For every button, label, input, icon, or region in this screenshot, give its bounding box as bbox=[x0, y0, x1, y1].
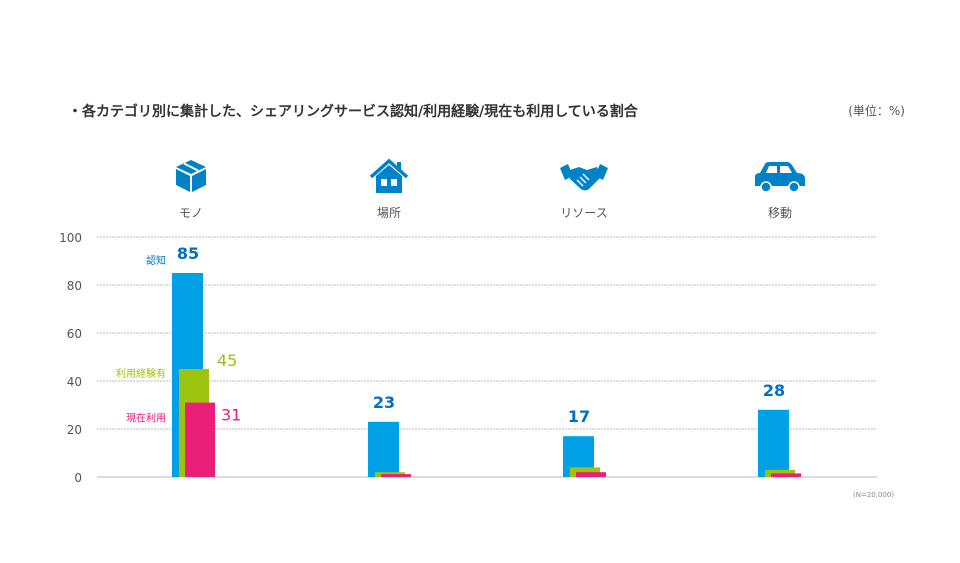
category-label: 移動 bbox=[767, 206, 792, 220]
handshake-icon bbox=[560, 164, 608, 191]
awareness-value-label: 28 bbox=[763, 381, 785, 400]
current-use-bar bbox=[771, 473, 801, 477]
box-icon bbox=[176, 160, 206, 192]
legend-experience: 利用経験有 bbox=[116, 367, 166, 380]
current-use-bar bbox=[185, 402, 215, 477]
category-mobility: 移動 bbox=[720, 158, 840, 221]
current-use-bar bbox=[576, 472, 606, 477]
y-tick-label: 40 bbox=[67, 375, 82, 389]
legend-awareness: 認知 bbox=[146, 254, 166, 267]
house-icon bbox=[369, 158, 409, 193]
y-tick-label: 0 bbox=[74, 471, 82, 485]
awareness-bar bbox=[368, 421, 399, 477]
current-use-bar bbox=[381, 474, 411, 477]
y-tick-label: 100 bbox=[59, 231, 82, 245]
awareness-value-label: 17 bbox=[568, 407, 590, 426]
awareness-value-label: 23 bbox=[373, 393, 395, 412]
sample-size-note: (N=20,000) bbox=[853, 491, 895, 499]
y-tick-label: 60 bbox=[67, 327, 82, 341]
awareness-value-label: 85 bbox=[177, 244, 199, 263]
category-resource: リソース bbox=[524, 158, 644, 221]
chart-title: ・各カテゴリ別に集計した、シェアリングサービス認知/利用経験/現在も利用している… bbox=[68, 104, 638, 120]
experience-value-label: 45 bbox=[217, 351, 237, 370]
category-label: リソース bbox=[560, 206, 608, 220]
category-label: モノ bbox=[178, 206, 203, 220]
legend-current-use: 現在利用 bbox=[126, 413, 166, 425]
category-mono: モノ bbox=[131, 158, 251, 221]
y-tick-label: 20 bbox=[67, 423, 82, 437]
car-icon bbox=[755, 162, 805, 193]
awareness-bar bbox=[758, 409, 789, 477]
y-tick-label: 80 bbox=[67, 279, 82, 293]
category-label: 場所 bbox=[376, 206, 401, 220]
unit-label: (単位：%) bbox=[848, 104, 905, 118]
current-use-value-label: 31 bbox=[221, 406, 241, 425]
category-place: 場所 bbox=[329, 158, 449, 221]
